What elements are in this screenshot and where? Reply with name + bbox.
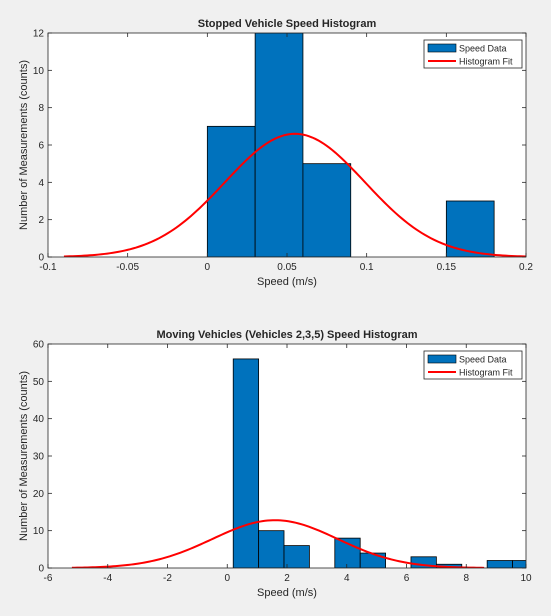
- y-tick-label: 6: [38, 141, 44, 152]
- x-tick-label: -4: [103, 573, 112, 584]
- legend-label-histogram-fit: Histogram Fit: [459, 368, 513, 378]
- x-tick-label: -2: [163, 573, 172, 584]
- y-tick-label: 12: [33, 29, 45, 40]
- plot-content: [63, 33, 526, 257]
- y-axis-label: Number of Measurements (counts): [18, 371, 30, 541]
- x-tick-label: 0: [205, 262, 211, 273]
- y-tick-label: 30: [33, 452, 45, 463]
- y-tick-label: 50: [33, 377, 45, 388]
- histogram-fit-line: [63, 132, 526, 257]
- histogram-bar: [302, 163, 352, 257]
- plot-content: [71, 358, 526, 568]
- chart-title: Moving Vehicles (Vehicles 2,3,5) Speed H…: [156, 329, 417, 341]
- y-tick-label: 8: [38, 103, 44, 114]
- y-tick-label: 40: [33, 414, 45, 425]
- x-tick-label: 2: [284, 573, 290, 584]
- x-tick-label: 0.2: [519, 262, 533, 273]
- y-tick-label: 20: [33, 489, 45, 500]
- y-axis-label: Number of Measurements (counts): [18, 60, 30, 230]
- histogram-bar: [283, 545, 310, 568]
- histogram-bar: [486, 560, 513, 568]
- x-tick-label: 4: [344, 573, 350, 584]
- legend: Speed Data Histogram Fit: [423, 39, 523, 69]
- y-tick-label: 4: [38, 178, 44, 189]
- y-tick-label: 0: [38, 253, 44, 264]
- x-tick-label: 6: [404, 573, 410, 584]
- y-tick-label: 10: [33, 66, 45, 77]
- x-tick-label: -0.05: [116, 262, 139, 273]
- legend-label-speed-data: Speed Data: [459, 44, 507, 54]
- legend-bar-swatch: [427, 43, 457, 53]
- x-tick-label: 0.15: [437, 262, 457, 273]
- x-tick-label: 0: [224, 573, 230, 584]
- x-tick-label: 0.05: [277, 262, 297, 273]
- x-tick-label: 0.1: [360, 262, 374, 273]
- x-tick-label: -6: [44, 573, 53, 584]
- legend: Speed Data Histogram Fit: [423, 350, 523, 380]
- x-tick-label: 8: [463, 573, 469, 584]
- histogram-fit-line: [71, 519, 485, 568]
- y-tick-label: 0: [38, 564, 44, 575]
- legend-bar-swatch: [427, 354, 457, 364]
- x-tick-label: 10: [520, 573, 532, 584]
- moving-vehicles-chart: -6 -4 -2 0 2 4 6 8 10 0 10 20 30 40 50 60 Moving Vehicle…: [18, 329, 532, 599]
- legend-label-speed-data: Speed Data: [459, 355, 507, 365]
- y-tick-label: 10: [33, 526, 45, 537]
- y-tick-label: 60: [33, 340, 45, 351]
- histogram-bar: [232, 358, 260, 568]
- chart-title: Stopped Vehicle Speed Histogram: [198, 18, 377, 30]
- x-axis-label: Speed (m/s): [257, 276, 317, 288]
- histogram-bar: [359, 552, 386, 568]
- x-tick-label: -0.1: [39, 262, 57, 273]
- histogram-bar: [258, 530, 285, 568]
- histogram-bar: [512, 560, 526, 568]
- y-tick-label: 2: [38, 215, 44, 226]
- histogram-bar: [206, 125, 256, 257]
- x-axis-label: Speed (m/s): [257, 587, 317, 599]
- stopped-vehicle-chart: -0.1 -0.05 0 0.05 0.1 0.15 0.2 0 2 4 6 8 10 12 Stopped…: [18, 18, 533, 288]
- plot-area: [48, 344, 526, 568]
- legend-label-histogram-fit: Histogram Fit: [459, 57, 513, 67]
- histogram-bar: [254, 33, 304, 257]
- histogram-bar: [445, 200, 495, 257]
